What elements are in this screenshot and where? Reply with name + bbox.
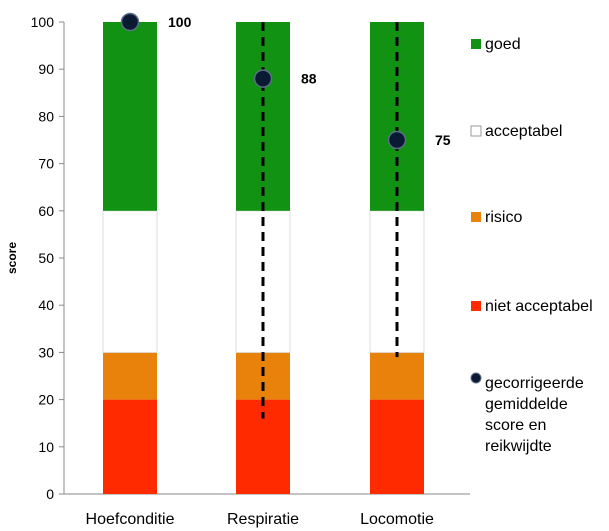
data-point bbox=[253, 69, 273, 88]
y-tick-label: 20 bbox=[38, 392, 54, 408]
legend-label-line: reikwijdte bbox=[485, 438, 552, 455]
x-tick-label: Locomotie bbox=[360, 511, 434, 528]
data-point bbox=[120, 12, 140, 32]
y-tick-label: 90 bbox=[38, 61, 54, 77]
y-tick-label: 80 bbox=[38, 108, 54, 124]
legend-label-line: score en bbox=[485, 417, 546, 434]
data-label: 75 bbox=[435, 132, 451, 148]
data-label: 100 bbox=[168, 14, 192, 30]
bar-segment bbox=[370, 352, 424, 400]
legend-swatch bbox=[471, 301, 481, 311]
legend-label: gecorrigeerde gemiddelde score en reikwijdt… bbox=[485, 375, 584, 455]
y-axis-label: score bbox=[5, 242, 19, 274]
bar-segment bbox=[102, 210, 158, 353]
y-tick-label: 30 bbox=[38, 344, 54, 360]
y-tick-label: 100 bbox=[31, 14, 55, 30]
legend-label-line: gemiddelde bbox=[485, 396, 568, 413]
legend-label: acceptabel bbox=[485, 123, 562, 140]
bar-segment bbox=[103, 22, 157, 211]
bar-segment bbox=[103, 352, 157, 400]
y-tick-label: 50 bbox=[38, 250, 54, 266]
y-tick-label: 0 bbox=[46, 486, 54, 502]
legend: goed acceptabel risico niet acceptabel gecor… bbox=[470, 36, 593, 455]
y-tick-label: 10 bbox=[38, 439, 54, 455]
bar-segment bbox=[370, 399, 424, 494]
data-point bbox=[387, 130, 407, 150]
legend-label-line: gecorrigeerde bbox=[485, 375, 584, 392]
legend-label: risico bbox=[485, 209, 522, 226]
legend-swatch bbox=[470, 125, 482, 137]
axes: 0 10 20 30 40 50 60 70 80 90 100 score Hoefconditie R… bbox=[5, 14, 470, 528]
y-tick-label: 70 bbox=[38, 156, 54, 172]
bar-segment bbox=[103, 399, 157, 494]
y-tick-label: 40 bbox=[38, 297, 54, 313]
legend-label: niet acceptabel bbox=[485, 298, 593, 315]
data-label: 88 bbox=[301, 71, 317, 87]
y-tick-label: 60 bbox=[38, 203, 54, 219]
legend-label: goed bbox=[485, 36, 521, 53]
legend-swatch bbox=[470, 372, 482, 384]
legend-swatch bbox=[471, 39, 481, 49]
legend-swatch bbox=[471, 212, 481, 222]
points: 100 88 75 bbox=[120, 12, 451, 419]
x-tick-label: Respiratie bbox=[227, 511, 299, 528]
bars bbox=[102, 22, 425, 494]
x-tick-label: Hoefconditie bbox=[86, 511, 175, 528]
